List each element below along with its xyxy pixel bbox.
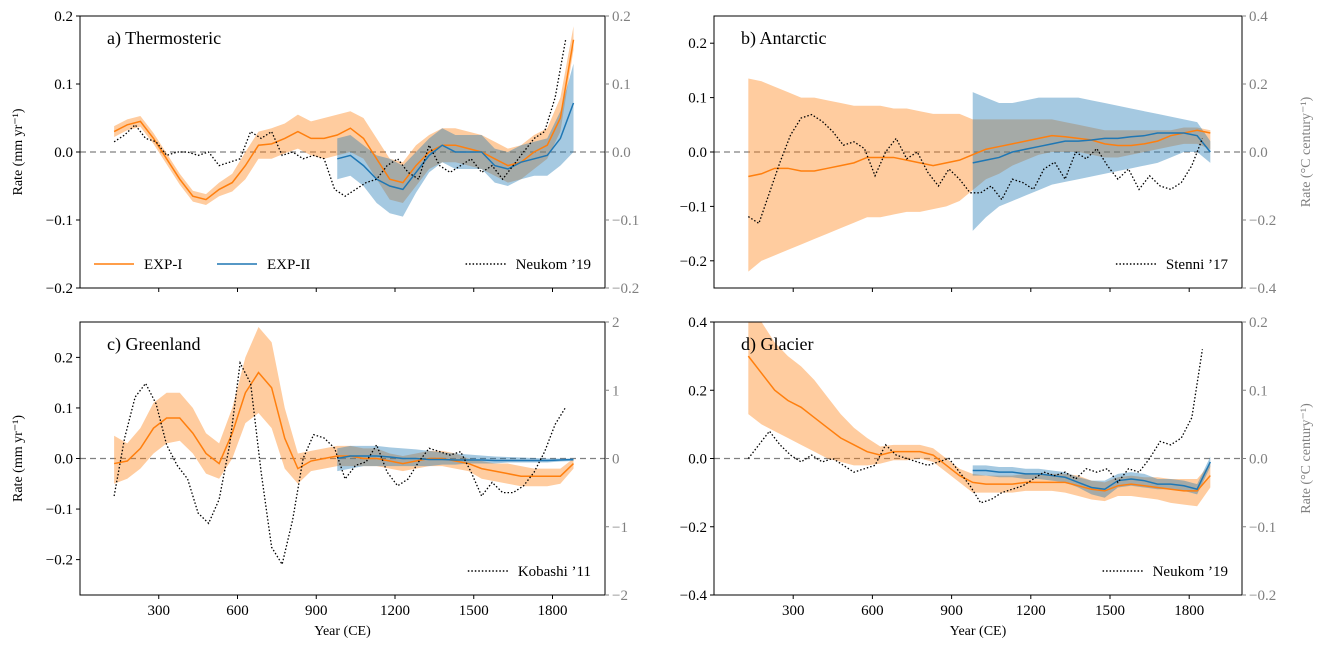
panel-title: b) Antarctic — [741, 28, 826, 49]
y-tick-label: −0.1 — [46, 502, 73, 518]
uncertainty-band — [972, 92, 1211, 231]
y2-tick-label: 1 — [612, 383, 620, 399]
y2-tick-label: 2 — [612, 315, 620, 331]
model-line — [113, 371, 575, 477]
y-tick-label: 0.1 — [688, 91, 707, 107]
model-line — [972, 132, 1211, 164]
y2-tick-label: 0.2 — [612, 9, 631, 25]
x-tick-label: 600 — [226, 603, 249, 619]
model-line — [748, 129, 1211, 178]
y2-tick-label: −1 — [612, 520, 628, 536]
legend-label: EXP-II — [267, 257, 310, 273]
uncertainty-band — [748, 78, 1211, 272]
x-axis-label: Year (CE) — [950, 624, 1007, 639]
x-tick-label: 900 — [305, 603, 328, 619]
uncertainty-band — [972, 456, 1211, 498]
plot-area — [80, 26, 605, 217]
y2-tick-label: −0.1 — [1249, 520, 1276, 536]
y-tick-label: −0.1 — [680, 199, 707, 215]
y-tick-label: 0.2 — [54, 350, 73, 366]
y-axis-label: Rate (mm yr⁻¹) — [11, 415, 26, 502]
y-tick-label: −0.2 — [46, 281, 73, 297]
y2-tick-label: −0.1 — [612, 213, 639, 229]
y-tick-label: 0.0 — [54, 145, 73, 161]
y2-tick-label: −0.2 — [1249, 588, 1276, 604]
y2-axis-label: Rate (°C century⁻¹) — [1299, 96, 1314, 207]
plot-area — [714, 322, 1242, 507]
legend-label: Stenni ’17 — [1166, 257, 1229, 273]
x-tick-label: 1500 — [1095, 603, 1125, 619]
legend-label: EXP-I — [144, 257, 182, 273]
uncertainty-band — [337, 63, 574, 217]
y2-tick-label: −2 — [612, 588, 628, 604]
panel: −0.2 −0.1 0.0 0.1 0.2 −0.2 −0.1 0.0 0.1 0.2 a) The… — [11, 9, 639, 297]
y-tick-label: 0.0 — [688, 145, 707, 161]
model-line — [972, 461, 1211, 491]
y-tick-label: 0.2 — [54, 9, 73, 25]
y-tick-label: −0.1 — [46, 213, 73, 229]
panel: −0.4 −0.2 0.0 0.2 0.4 −0.2 −0.1 0.0 0.1 0.2 300 600… — [680, 315, 1314, 639]
x-tick-label: 600 — [861, 603, 884, 619]
panel: −0.2 −0.1 0.0 0.1 0.2 −2 −1 0 1 2 300 600 900 1200 150… — [11, 315, 628, 639]
y2-axis-label: Rate (°C century⁻¹) — [1299, 403, 1314, 514]
y-tick-label: 0.2 — [688, 36, 707, 52]
uncertainty-band — [337, 445, 574, 472]
y2-tick-label: 0.2 — [1249, 77, 1268, 93]
x-axis-label: Year (CE) — [314, 624, 371, 639]
model-line — [747, 355, 1211, 492]
x-tick-label: 1800 — [538, 603, 568, 619]
proxy-line — [747, 349, 1204, 504]
y-tick-label: −0.2 — [680, 520, 707, 536]
y-tick-label: 0.2 — [688, 383, 707, 399]
legend-label: Neukom ’19 — [1153, 564, 1228, 580]
y2-tick-label: 0.4 — [1249, 9, 1268, 25]
x-tick-label: 900 — [940, 603, 963, 619]
proxy-line — [113, 360, 567, 566]
y2-tick-label: 0.1 — [612, 77, 631, 93]
y2-tick-label: −0.2 — [612, 281, 639, 297]
x-tick-label: 300 — [782, 603, 805, 619]
y2-tick-label: 0.0 — [612, 145, 631, 161]
model-line — [337, 455, 574, 462]
y-tick-label: 0.1 — [54, 401, 73, 417]
proxy-line — [113, 39, 567, 197]
model-line — [113, 39, 575, 201]
model-line — [337, 102, 575, 191]
y-tick-label: −0.2 — [46, 553, 73, 569]
y2-tick-label: 0.0 — [1249, 145, 1268, 161]
y-tick-label: −0.2 — [680, 254, 707, 270]
x-tick-label: 1200 — [380, 603, 410, 619]
y2-tick-label: 0.1 — [1249, 383, 1268, 399]
x-tick-label: 1200 — [1016, 603, 1046, 619]
uncertainty-band — [748, 322, 1211, 507]
y-tick-label: 0.0 — [54, 452, 73, 468]
y2-tick-label: 0.2 — [1249, 315, 1268, 331]
y2-tick-label: 0 — [612, 452, 620, 468]
x-tick-label: 300 — [148, 603, 171, 619]
x-tick-label: 1800 — [1174, 603, 1204, 619]
legend-label: Kobashi ’11 — [518, 564, 591, 580]
x-tick-label: 1500 — [459, 603, 489, 619]
y-tick-label: 0.4 — [688, 315, 707, 331]
panel: −0.2 −0.1 0.0 0.1 0.2 −0.4 −0.2 0.0 0.2 0.4 b) Ant… — [680, 9, 1314, 297]
y-tick-label: 0.1 — [54, 77, 73, 93]
y-tick-label: −0.4 — [680, 588, 708, 604]
panel-title: c) Greenland — [107, 334, 200, 355]
panel-title: a) Thermosteric — [107, 28, 221, 49]
y2-tick-label: −0.2 — [1249, 213, 1276, 229]
legend-label: Neukom ’19 — [516, 257, 591, 273]
y2-tick-label: −0.4 — [1249, 281, 1277, 297]
y-tick-label: 0.0 — [688, 452, 707, 468]
y-axis-label: Rate (mm yr⁻¹) — [11, 108, 26, 195]
plot-area — [714, 78, 1242, 272]
uncertainty-band — [114, 26, 574, 206]
plot-area — [80, 327, 605, 566]
panel-title: d) Glacier — [741, 334, 813, 355]
y2-tick-label: 0.0 — [1249, 452, 1268, 468]
